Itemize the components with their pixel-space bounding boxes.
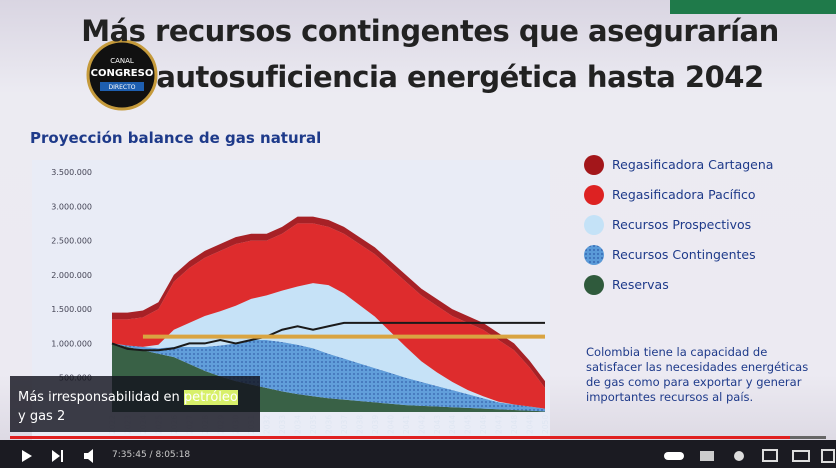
caption: Más irresponsabilidad en petróleo y gas 2 [10,376,260,432]
legend-marker [584,185,604,205]
x-tick-label: 2045 [464,415,473,434]
autoplay-toggle[interactable] [664,452,684,460]
x-tick-label: 2050 [541,415,550,434]
chart-title: Proyección balance de gas natural [30,129,321,147]
x-tick-label: 2044 [448,415,457,434]
legend-label: Regasificadora Pacífico [612,187,756,202]
x-tick-label: 2033 [278,415,287,434]
legend-marker [584,215,604,235]
x-tick-label: 2042 [417,415,426,434]
x-tick-label: 2041 [402,415,411,434]
legend-label: Reservas [612,277,669,292]
legend-label: Recursos Prospectivos [612,217,751,232]
x-tick-label: 2034 [294,415,303,434]
x-tick-label: 2036 [325,415,334,434]
y-tick-label: 1.500.000 [51,305,92,314]
x-tick-label: 2049 [526,415,535,434]
x-tick-label: 2035 [309,415,318,434]
caption-text: y gas 2 [18,409,65,424]
legend-label: Recursos Contingentes [612,247,756,262]
caption-highlight: petróleo [184,390,238,405]
slide-title: autosuficiencia energética hasta 2042 [110,60,810,94]
y-tick-label: 2.500.000 [51,237,92,246]
x-tick-label: 2046 [479,415,488,434]
x-tick-label: 2037 [340,415,349,434]
x-tick-label: 2039 [371,415,380,434]
slide-title: Más recursos contingentes que aseguraría… [40,14,820,48]
subtitles-button[interactable] [700,451,714,461]
x-tick-label: 2040 [386,415,395,434]
caption-text: Más irresponsabilidad en [18,390,180,405]
x-tick-label: 2043 [433,415,442,434]
legend-marker [584,155,604,175]
y-tick-label: 1.000.000 [51,339,92,348]
legend-marker [584,245,604,265]
slide-note: Colombia tiene la capacidad de satisface… [586,345,811,405]
x-tick-label: 2048 [510,415,519,434]
time: 7:35:45 / 8:05:18 [112,450,190,460]
y-tick-label: 3.000.000 [51,202,92,211]
x-tick-label: 2032 [263,415,272,434]
x-tick-label: 2038 [355,415,364,434]
legend-marker [584,275,604,295]
y-tick-label: 3.500.000 [51,168,92,177]
screen: Proyección balance de gas natural 500.00… [0,0,836,468]
settings-button[interactable] [734,451,744,461]
progress-played[interactable] [10,436,790,439]
next-bar [61,450,63,462]
legend-label: Regasificadora Cartagena [612,157,773,172]
corner-tab [670,0,836,14]
x-tick-label: 2047 [495,415,504,434]
y-tick-label: 2.000.000 [51,271,92,280]
